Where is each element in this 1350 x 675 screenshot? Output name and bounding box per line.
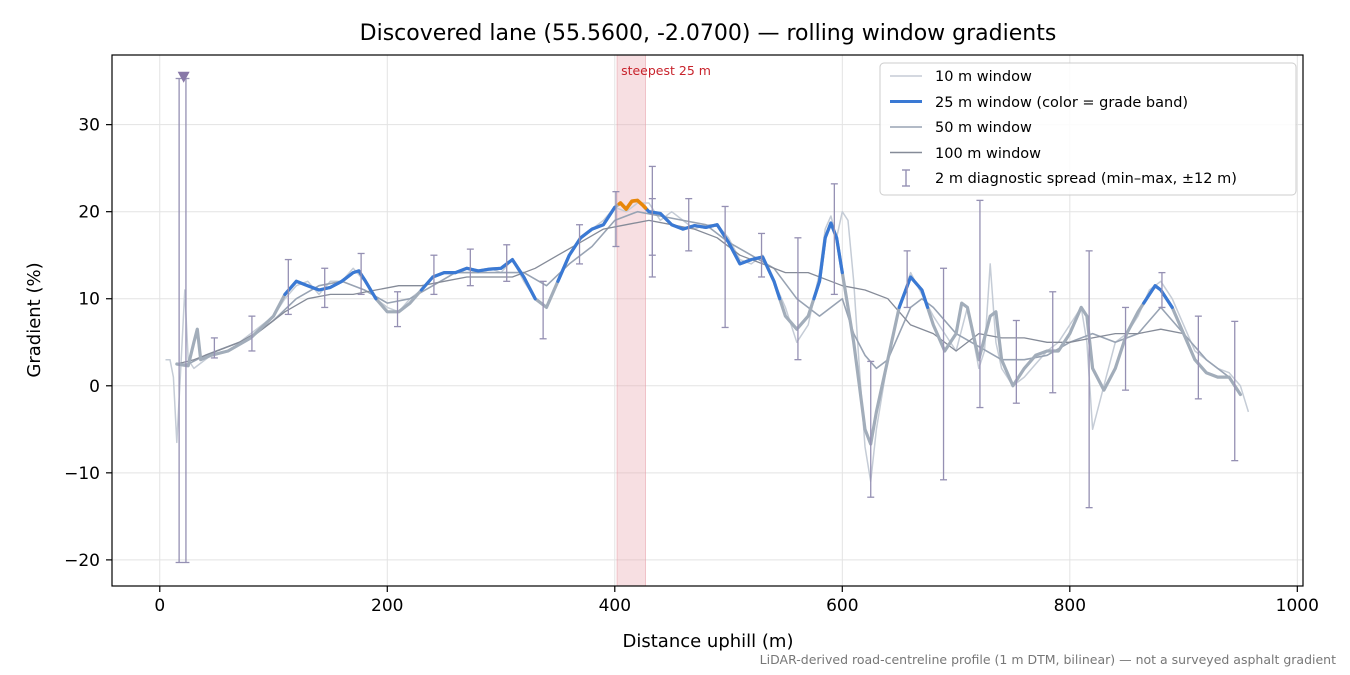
error-bar [466, 248, 474, 287]
error-bar [284, 258, 292, 316]
error-bar [539, 280, 547, 340]
series-100m-line [176, 219, 1184, 365]
error-bar [430, 254, 438, 296]
gridlines [112, 55, 1303, 586]
start-marker [177, 71, 190, 83]
legend-label-50m: 50 m window [935, 120, 1032, 136]
steepest-highlight: steepest 25 m [616, 54, 711, 587]
plot-frame [111, 54, 1304, 587]
error-bar [758, 232, 766, 278]
y-tick-label: 30 [78, 116, 100, 136]
chart-title: Discovered lane (55.5600, -2.0700) — rol… [360, 21, 1057, 46]
series-layer [165, 198, 1250, 483]
legend: 10 m window 25 m window (color = grade b… [879, 62, 1297, 196]
y-axis-ticks: −20 −10 0 10 20 30 [64, 116, 112, 571]
series-25m-band-blue [812, 221, 844, 301]
series-25m-band-blue [752, 255, 782, 301]
error-bar [612, 191, 620, 248]
x-axis-ticks: 0 200 400 600 800 1000 [154, 586, 1319, 616]
error-bar [394, 291, 402, 328]
series-25m-band-blue [556, 205, 617, 283]
x-tick-label: 1000 [1276, 596, 1319, 616]
error-bar [321, 267, 329, 309]
y-tick-label: −20 [64, 551, 100, 571]
error-bar [248, 315, 256, 352]
legend-entry-errorbar: 2 m diagnostic spread (min–max, ±12 m) [902, 169, 1237, 187]
x-axis-label: Distance uphill (m) [623, 631, 794, 652]
error-bar [903, 250, 911, 309]
steepest-highlight-band [616, 54, 647, 587]
x-tick-label: 800 [1054, 596, 1086, 616]
x-tick-label: 400 [599, 596, 631, 616]
y-tick-label: 10 [78, 290, 100, 310]
error-bar [685, 197, 693, 252]
error-bar [1049, 291, 1057, 394]
error-bar [1194, 315, 1202, 400]
footnote: LiDAR-derived road-centreline profile (1… [760, 652, 1336, 667]
legend-label-errorbar: 2 m diagnostic spread (min–max, ±12 m) [935, 171, 1237, 187]
error-bar [1158, 271, 1166, 309]
legend-label-100m: 100 m window [935, 146, 1041, 162]
series-25m-band-blue [897, 275, 930, 309]
legend-entry-10m: 10 m window [890, 69, 1032, 85]
series-25m-band-orange [617, 198, 648, 211]
error-bar [503, 244, 511, 282]
error-bar [830, 183, 838, 296]
y-tick-label: 0 [89, 377, 100, 397]
error-bar [1085, 250, 1093, 509]
x-tick-label: 0 [154, 596, 165, 616]
error-bar [357, 252, 365, 296]
series-25m-band-blue [1142, 284, 1174, 309]
x-tick-label: 200 [371, 596, 403, 616]
x-tick-label: 600 [826, 596, 858, 616]
error-bar [794, 237, 802, 361]
error-bar [1012, 319, 1020, 404]
legend-swatch-errorbar [902, 169, 910, 187]
error-bar [721, 205, 729, 329]
start-marker-triangle [177, 71, 190, 83]
error-bar [1231, 320, 1239, 462]
error-bars [175, 77, 1239, 564]
legend-entry-100m: 100 m window [890, 146, 1041, 162]
y-tick-label: −10 [64, 464, 100, 484]
steepest-highlight-label: steepest 25 m [621, 63, 711, 78]
error-bar [210, 337, 218, 359]
series-25m-band-blue [419, 258, 537, 301]
series-25m-band-blue [643, 206, 753, 266]
error-bar [648, 165, 656, 278]
error-bar [576, 224, 584, 265]
legend-label-10m: 10 m window [935, 69, 1032, 85]
legend-label-25m: 25 m window (color = grade band) [935, 95, 1188, 111]
error-bar [976, 199, 984, 409]
legend-entry-50m: 50 m window [890, 120, 1032, 136]
error-bar [1122, 306, 1130, 391]
error-bar [940, 267, 948, 481]
legend-entry-25m: 25 m window (color = grade band) [890, 95, 1188, 111]
y-tick-label: 20 [78, 203, 100, 223]
y-axis-label: Gradient (%) [24, 262, 45, 377]
legend-box [879, 62, 1297, 196]
error-bar [867, 360, 875, 498]
